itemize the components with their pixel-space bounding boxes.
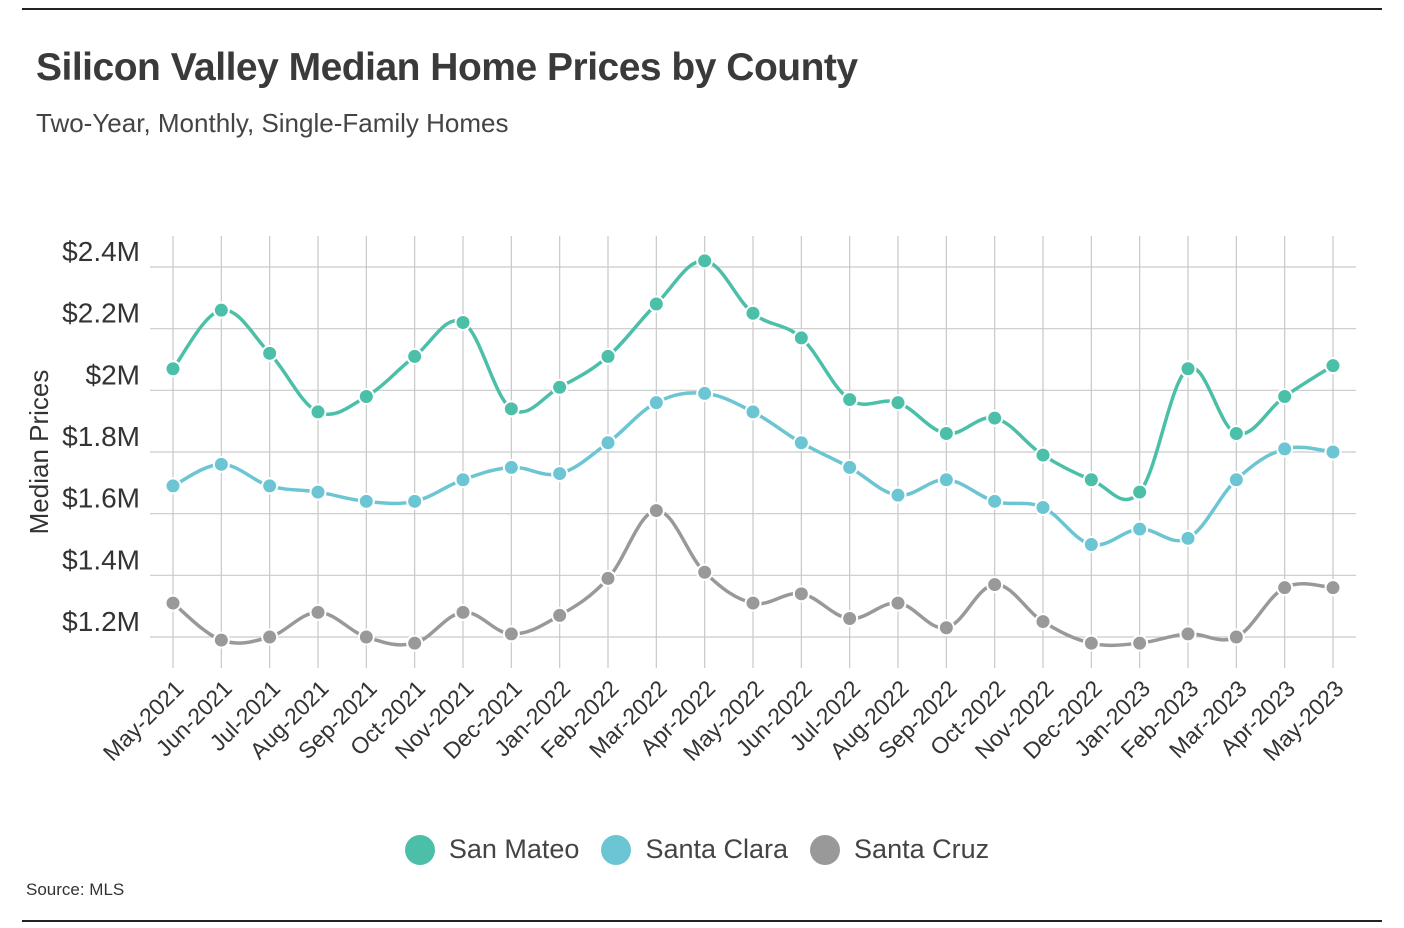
data-point-san-mateo	[454, 314, 472, 331]
legend-label-santa-clara: Santa Clara	[645, 834, 789, 864]
data-point-santa-clara	[309, 483, 327, 501]
data-point-santa-cruz	[1034, 613, 1052, 631]
data-point-san-mateo	[696, 252, 714, 270]
data-point-santa-clara	[1227, 471, 1245, 489]
data-point-santa-clara	[792, 434, 810, 452]
data-point-san-mateo	[1227, 425, 1245, 442]
chart-subtitle: Two-Year, Monthly, Single-Family Homes	[36, 108, 509, 138]
y-tick-label: $1.8M	[62, 421, 140, 452]
data-point-santa-cruz	[1179, 625, 1197, 643]
y-tick-label: $1.2M	[62, 606, 140, 637]
data-point-santa-cruz	[792, 585, 810, 603]
data-point-san-mateo	[986, 409, 1004, 427]
data-point-santa-clara	[1324, 443, 1342, 461]
line-chart: $1.2M $1.4M $1.6M $1.8M $2M $2.2M $2.4M Median …	[24, 236, 1356, 766]
top-rule	[22, 8, 1382, 10]
data-point-santa-clara	[986, 492, 1004, 510]
data-point-santa-clara	[406, 492, 424, 510]
data-point-san-mateo	[744, 304, 762, 322]
data-point-santa-clara	[164, 477, 182, 495]
data-point-santa-cruz	[1324, 579, 1342, 597]
data-point-san-mateo	[309, 403, 327, 421]
data-point-san-mateo	[1276, 388, 1294, 405]
data-point-san-mateo	[841, 391, 859, 409]
data-point-santa-clara	[889, 486, 907, 504]
data-point-santa-clara	[599, 434, 617, 452]
chart-title: Silicon Valley Median Home Prices by Cou…	[36, 46, 858, 89]
data-point-santa-clara	[937, 471, 955, 489]
data-point-santa-cruz	[1082, 634, 1100, 652]
data-point-santa-clara	[696, 384, 714, 402]
data-point-santa-cruz	[647, 502, 665, 520]
data-point-san-mateo	[261, 344, 279, 362]
data-point-santa-clara	[454, 471, 472, 489]
data-point-santa-cruz	[696, 563, 714, 581]
data-point-san-mateo	[1131, 483, 1149, 501]
data-point-santa-cruz	[599, 569, 617, 587]
data-point-santa-clara	[841, 458, 859, 476]
data-point-santa-cruz	[261, 628, 279, 646]
data-point-san-mateo	[357, 388, 375, 405]
data-point-santa-clara	[1131, 520, 1149, 538]
data-point-san-mateo	[1034, 446, 1052, 464]
data-point-santa-clara	[744, 403, 762, 421]
data-point-santa-clara	[1082, 536, 1100, 553]
data-point-santa-cruz	[841, 610, 859, 627]
data-point-san-mateo	[502, 400, 520, 418]
y-axis-title: Median Prices	[24, 370, 54, 535]
data-point-santa-clara	[502, 458, 520, 476]
bottom-rule	[22, 920, 1382, 922]
legend-label-san-mateo: San Mateo	[448, 834, 580, 864]
legend-item-san-mateo[interactable]: San Mateo	[404, 834, 590, 865]
data-point-santa-cruz	[1227, 628, 1245, 646]
data-point-san-mateo	[1324, 357, 1342, 375]
data-point-san-mateo	[406, 347, 424, 365]
data-point-santa-cruz	[212, 631, 230, 649]
legend-marker-santa-clara	[601, 834, 632, 865]
y-tick-label: $2.4M	[62, 236, 140, 267]
legend: San Mateo Santa Clara Santa Cruz	[0, 834, 1404, 865]
y-tick-label: $2.2M	[62, 298, 140, 329]
data-point-santa-cruz	[164, 594, 182, 612]
data-point-san-mateo	[164, 360, 182, 378]
source-note: Source: MLS	[26, 880, 125, 899]
data-point-san-mateo	[889, 394, 907, 412]
data-point-san-mateo	[212, 301, 230, 319]
data-point-santa-cruz	[937, 619, 955, 637]
data-point-santa-cruz	[454, 603, 472, 621]
legend-marker-san-mateo	[404, 834, 435, 865]
y-tick-label: $1.6M	[62, 483, 140, 514]
data-point-santa-clara	[551, 465, 569, 483]
data-point-santa-clara	[1034, 499, 1052, 516]
data-point-santa-clara	[1276, 440, 1294, 458]
data-point-santa-clara	[1179, 529, 1197, 547]
data-point-santa-cruz	[744, 594, 762, 612]
data-point-santa-cruz	[1131, 634, 1149, 652]
data-point-san-mateo	[599, 347, 617, 365]
data-point-santa-clara	[261, 477, 279, 495]
legend-item-santa-cruz[interactable]: Santa Cruz	[810, 834, 999, 865]
legend-item-santa-clara[interactable]: Santa Clara	[601, 834, 798, 865]
data-point-santa-cruz	[309, 603, 327, 621]
data-point-santa-cruz	[502, 625, 520, 643]
legend-label-santa-cruz: Santa Cruz	[854, 834, 990, 864]
data-point-santa-clara	[357, 492, 375, 510]
data-point-santa-cruz	[551, 606, 569, 624]
data-point-san-mateo	[551, 378, 569, 396]
y-tick-label: $1.4M	[62, 544, 140, 575]
data-point-santa-cruz	[357, 628, 375, 646]
legend-marker-santa-cruz	[810, 834, 841, 865]
data-point-santa-cruz	[406, 634, 424, 652]
data-point-san-mateo	[792, 329, 810, 347]
data-point-san-mateo	[1082, 471, 1100, 489]
data-point-santa-cruz	[889, 594, 907, 612]
data-point-san-mateo	[937, 425, 955, 442]
data-point-santa-cruz	[986, 576, 1004, 594]
y-tick-label: $2M	[86, 359, 140, 390]
data-point-santa-clara	[647, 394, 665, 412]
data-point-santa-cruz	[1276, 579, 1294, 597]
data-point-santa-clara	[212, 455, 230, 473]
data-point-san-mateo	[1179, 360, 1197, 378]
data-point-san-mateo	[647, 295, 665, 313]
